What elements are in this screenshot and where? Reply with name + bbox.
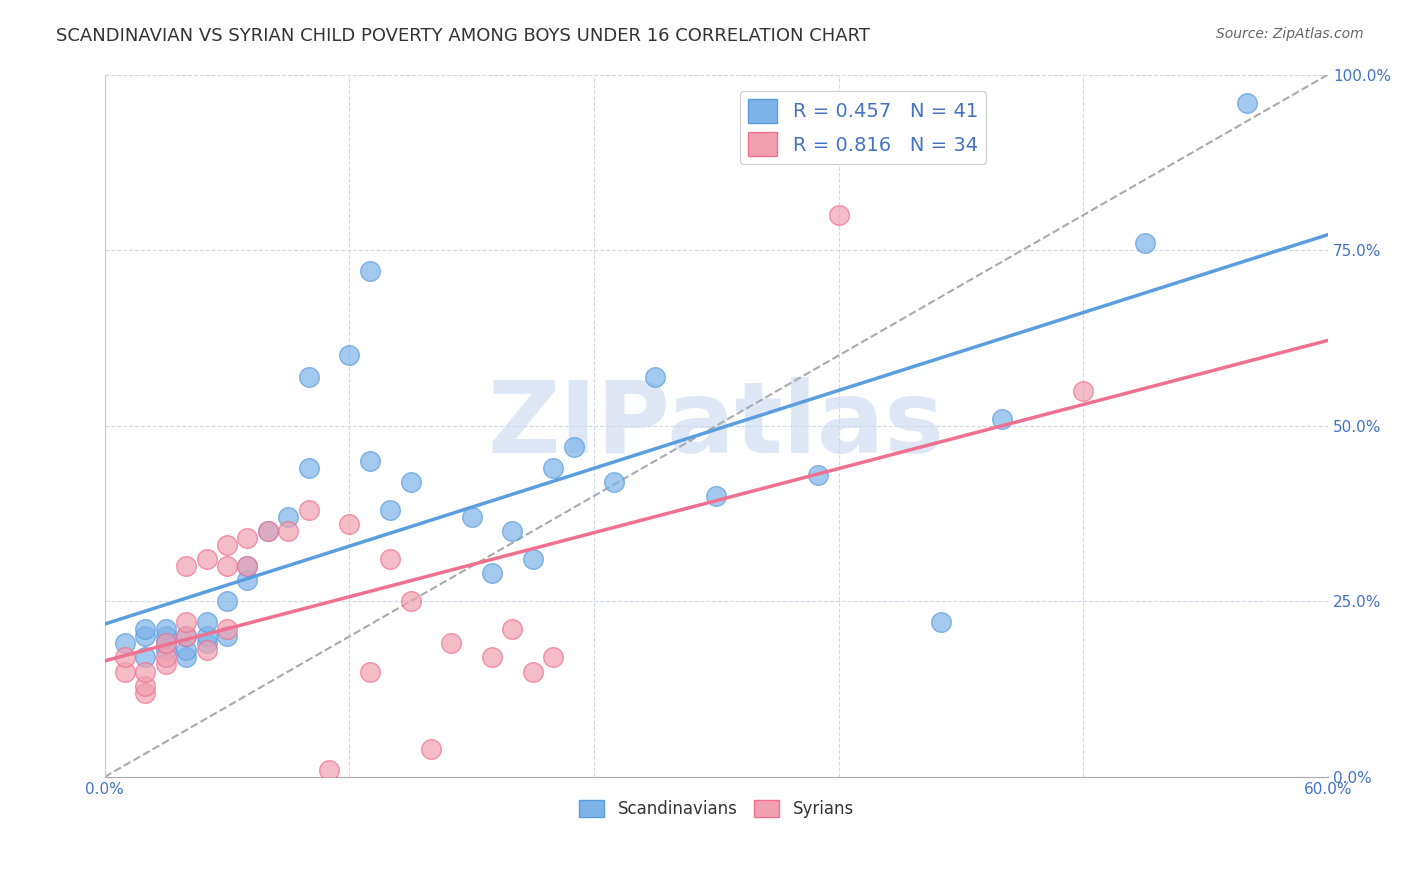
- Point: [174, 559, 197, 574]
- Point: [378, 552, 401, 566]
- Point: [419, 741, 441, 756]
- Point: [155, 657, 177, 672]
- Point: [134, 679, 156, 693]
- Point: [828, 208, 851, 222]
- Point: [359, 264, 381, 278]
- Point: [195, 615, 218, 630]
- Point: [215, 594, 238, 608]
- Point: [236, 531, 259, 545]
- Point: [155, 643, 177, 657]
- Point: [236, 559, 259, 574]
- Point: [215, 559, 238, 574]
- Point: [481, 650, 503, 665]
- Point: [644, 369, 666, 384]
- Point: [399, 475, 422, 489]
- Point: [256, 524, 278, 538]
- Text: Source: ZipAtlas.com: Source: ZipAtlas.com: [1216, 27, 1364, 41]
- Point: [502, 524, 524, 538]
- Point: [359, 665, 381, 679]
- Point: [134, 650, 156, 665]
- Point: [195, 643, 218, 657]
- Point: [522, 665, 544, 679]
- Point: [155, 629, 177, 643]
- Point: [297, 503, 319, 517]
- Point: [1236, 95, 1258, 110]
- Point: [807, 467, 830, 482]
- Point: [256, 524, 278, 538]
- Point: [134, 685, 156, 699]
- Point: [603, 475, 626, 489]
- Point: [174, 629, 197, 643]
- Point: [155, 636, 177, 650]
- Point: [215, 629, 238, 643]
- Point: [1133, 236, 1156, 251]
- Point: [174, 629, 197, 643]
- Point: [195, 552, 218, 566]
- Point: [562, 440, 585, 454]
- Point: [543, 650, 565, 665]
- Point: [461, 510, 484, 524]
- Point: [174, 643, 197, 657]
- Point: [114, 636, 136, 650]
- Point: [318, 763, 340, 777]
- Point: [195, 629, 218, 643]
- Point: [297, 460, 319, 475]
- Point: [155, 650, 177, 665]
- Point: [1073, 384, 1095, 398]
- Point: [277, 510, 299, 524]
- Legend: Scandinavians, Syrians: Scandinavians, Syrians: [572, 793, 860, 825]
- Point: [155, 623, 177, 637]
- Point: [522, 552, 544, 566]
- Point: [337, 348, 360, 362]
- Point: [236, 559, 259, 574]
- Point: [114, 650, 136, 665]
- Point: [195, 636, 218, 650]
- Point: [991, 411, 1014, 425]
- Point: [543, 460, 565, 475]
- Point: [215, 623, 238, 637]
- Point: [134, 665, 156, 679]
- Text: ZIPatlas: ZIPatlas: [488, 377, 945, 475]
- Point: [481, 566, 503, 581]
- Point: [440, 636, 463, 650]
- Point: [706, 489, 728, 503]
- Point: [174, 615, 197, 630]
- Point: [114, 665, 136, 679]
- Point: [155, 636, 177, 650]
- Point: [399, 594, 422, 608]
- Point: [277, 524, 299, 538]
- Point: [134, 623, 156, 637]
- Point: [134, 629, 156, 643]
- Point: [174, 650, 197, 665]
- Point: [215, 538, 238, 552]
- Point: [929, 615, 952, 630]
- Text: SCANDINAVIAN VS SYRIAN CHILD POVERTY AMONG BOYS UNDER 16 CORRELATION CHART: SCANDINAVIAN VS SYRIAN CHILD POVERTY AMO…: [56, 27, 870, 45]
- Point: [236, 573, 259, 587]
- Point: [502, 623, 524, 637]
- Point: [359, 454, 381, 468]
- Point: [297, 369, 319, 384]
- Point: [337, 516, 360, 531]
- Point: [378, 503, 401, 517]
